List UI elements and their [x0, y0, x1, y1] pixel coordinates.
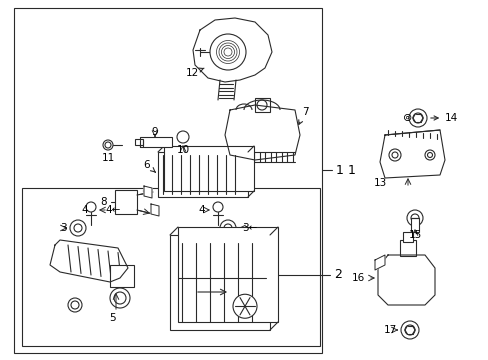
Text: 4←: 4←	[105, 205, 120, 215]
Text: 5: 5	[108, 313, 115, 323]
Text: 2: 2	[333, 268, 341, 281]
Circle shape	[177, 131, 189, 143]
Text: 3←: 3←	[242, 223, 257, 233]
Circle shape	[220, 220, 236, 236]
Circle shape	[406, 210, 422, 226]
Text: 1: 1	[335, 163, 343, 176]
Bar	[158, 152, 247, 197]
Circle shape	[408, 109, 426, 127]
Text: 7: 7	[298, 107, 307, 125]
Text: 6: 6	[143, 160, 155, 172]
Text: 3: 3	[60, 223, 67, 233]
Text: 9: 9	[151, 127, 158, 137]
Bar	[14, 8, 321, 353]
Text: 16: 16	[351, 273, 364, 283]
Text: 1: 1	[347, 163, 355, 176]
Bar	[135, 139, 142, 145]
Text: 10: 10	[176, 145, 189, 155]
Bar	[399, 240, 415, 256]
Bar	[178, 227, 278, 322]
Text: 14: 14	[430, 113, 457, 123]
Circle shape	[400, 321, 418, 339]
Circle shape	[68, 298, 82, 312]
Circle shape	[388, 149, 400, 161]
Polygon shape	[143, 186, 152, 198]
Bar	[110, 265, 134, 287]
Bar	[410, 218, 418, 232]
Bar	[170, 235, 269, 330]
Bar	[115, 190, 137, 214]
Polygon shape	[224, 105, 299, 160]
Circle shape	[110, 288, 130, 308]
Bar	[22, 188, 319, 346]
Circle shape	[424, 150, 434, 160]
Text: 15: 15	[407, 230, 421, 240]
Text: 8: 8	[100, 197, 107, 207]
Bar	[402, 232, 412, 242]
Circle shape	[70, 220, 86, 236]
Bar	[140, 137, 172, 147]
Text: 17: 17	[383, 325, 396, 335]
Polygon shape	[377, 255, 434, 305]
Polygon shape	[379, 130, 444, 178]
Text: 13: 13	[373, 178, 386, 188]
Polygon shape	[151, 204, 159, 216]
Polygon shape	[193, 18, 271, 82]
Text: 4: 4	[81, 205, 88, 215]
Bar	[163, 146, 253, 191]
Circle shape	[209, 34, 245, 70]
Polygon shape	[374, 255, 384, 270]
Text: ⊚: ⊚	[403, 113, 412, 123]
Bar	[254, 98, 269, 112]
Circle shape	[232, 294, 257, 318]
Polygon shape	[50, 240, 128, 282]
Text: 4: 4	[198, 205, 204, 215]
Text: 12: 12	[185, 68, 203, 78]
Text: 11: 11	[101, 153, 114, 163]
